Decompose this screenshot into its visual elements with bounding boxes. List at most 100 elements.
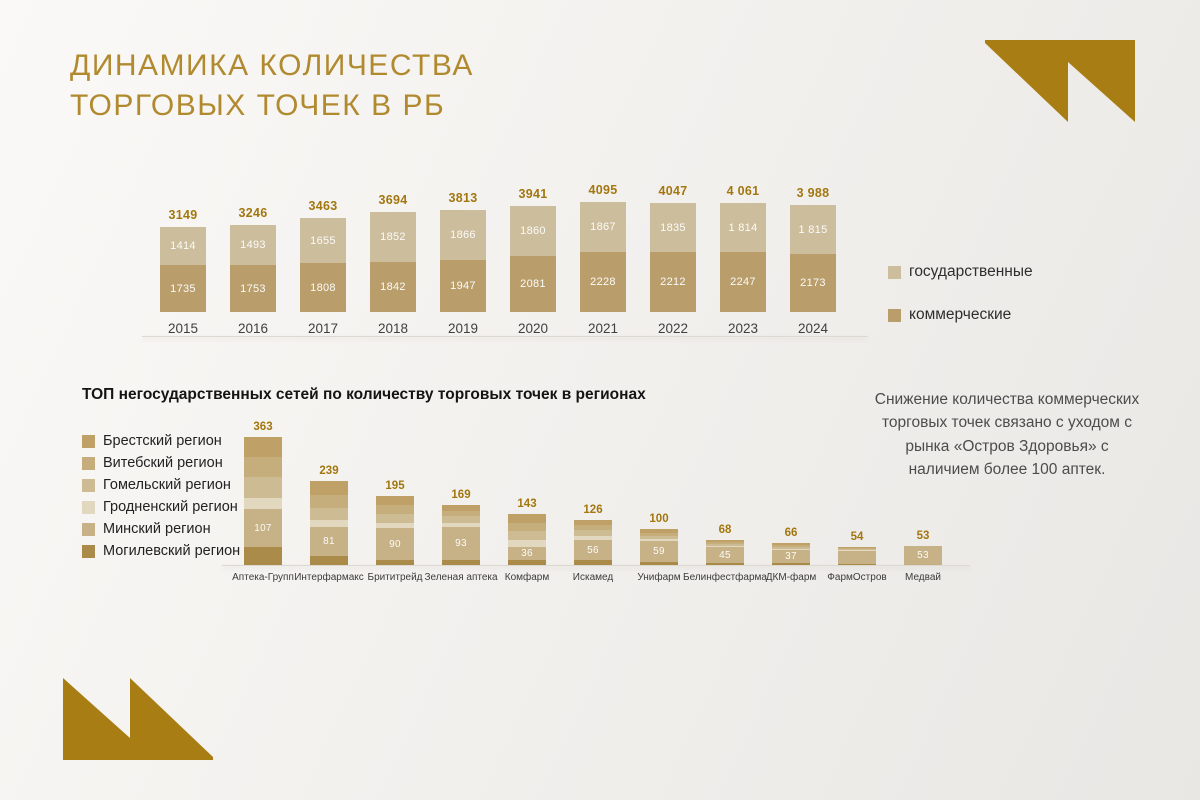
- total-value-label: 4 061: [726, 184, 760, 198]
- legend-item: коммерческие: [888, 306, 1033, 324]
- legend-label: Витебский регион: [103, 455, 223, 471]
- segment-state: 1835: [650, 203, 696, 252]
- year-bar-group: 3941 1860 2081 2020: [510, 171, 556, 336]
- segment-value-label: 1655: [310, 234, 336, 247]
- segment-region: [640, 533, 678, 536]
- segment-value-label: 2173: [800, 277, 826, 289]
- segment-region: [772, 543, 810, 545]
- segment-value-label: 2247: [730, 276, 756, 288]
- segment-value-label: 1860: [520, 225, 546, 237]
- legend-label: Минский регион: [103, 521, 211, 537]
- page-title-line2: ТОРГОВЫХ ТОЧЕК В РБ: [70, 88, 446, 122]
- segment-region: 37: [772, 550, 810, 563]
- stacked-bar: 36: [508, 514, 546, 565]
- segment-state: 1493: [230, 225, 276, 265]
- legend-item: Гродненский регион: [82, 499, 240, 515]
- segment-region: [640, 536, 678, 539]
- segment-commercial: 1753: [230, 265, 276, 312]
- chain-name-label: Медвай: [905, 572, 941, 583]
- segment-region: 56: [574, 540, 612, 560]
- chain-name-label: Аптека-Групп: [232, 572, 294, 583]
- legend-item: государственные: [888, 263, 1033, 281]
- chain-bar-group: 143 36 Комфарм: [505, 404, 550, 598]
- segment-region: [508, 514, 546, 523]
- segment-value-label: 1808: [310, 281, 336, 294]
- segment-region: [442, 516, 480, 523]
- year-label: 2021: [587, 321, 619, 336]
- chain-name-label: Комфарм: [504, 572, 550, 583]
- segment-value-label: 1947: [450, 280, 476, 292]
- note-text: Снижение количества коммерческих торговы…: [874, 391, 1140, 478]
- year-label: 2018: [377, 321, 409, 336]
- segment-value-label: 93: [455, 538, 467, 549]
- legend-label: государственные: [909, 263, 1033, 280]
- legend-swatch: [82, 456, 95, 470]
- segment-region: [640, 529, 678, 533]
- segment-value-label: 90: [389, 538, 401, 550]
- legend-swatch: [82, 522, 95, 536]
- total-value-label: 3941: [518, 187, 548, 201]
- segment-region: [508, 560, 546, 565]
- segment-commercial: 1842: [370, 262, 416, 312]
- year-bar-group: 3463 1655 1808 2017: [300, 171, 346, 336]
- chains-chart: 363 107 Аптека-Групп 239 81 Интерфармакс 195 90…: [228, 404, 968, 598]
- total-value-label: 169: [451, 489, 471, 501]
- segment-region: [376, 505, 414, 514]
- segment-commercial: 1735: [160, 265, 206, 312]
- corner-decoration-top-right: [985, 40, 1135, 122]
- chain-name-label: ФармОстров: [827, 572, 887, 583]
- segment-state: 1866: [440, 210, 486, 260]
- chain-name-label: Унифарм: [637, 572, 681, 583]
- segment-region: 93: [442, 527, 480, 560]
- legend-label: Гродненский регион: [103, 499, 238, 515]
- segment-region: [508, 540, 546, 547]
- year-bar-group: 3149 1414 1735 2015: [160, 171, 206, 336]
- stacked-bar: 90: [376, 496, 414, 565]
- segment-value-label: 1 814: [728, 221, 758, 234]
- corner-decoration-bottom-left: [63, 678, 213, 760]
- stacked-bar: 1493 1753: [230, 225, 276, 312]
- stacked-bar: 45: [706, 540, 744, 565]
- stacked-bar: [838, 547, 876, 565]
- segment-region: [640, 539, 678, 541]
- chain-bar-group: 68 45 Белинфестфарма: [683, 404, 767, 598]
- dynamics-axis-line: [142, 336, 868, 337]
- segment-state: 1867: [580, 202, 626, 252]
- segment-commercial: 2247: [720, 252, 766, 312]
- segment-region: [838, 551, 876, 564]
- legend-item: Гомельский регион: [82, 477, 240, 493]
- segment-region: [640, 562, 678, 565]
- segment-value-label: 1 815: [798, 223, 828, 236]
- segment-region: [442, 523, 480, 527]
- segment-region: [706, 540, 744, 542]
- segment-region: [376, 523, 414, 528]
- total-value-label: 3 988: [796, 186, 830, 200]
- total-value-label: 3463: [308, 199, 338, 213]
- segment-region: [706, 546, 744, 547]
- year-bar-group: 3694 1852 1842 2018: [370, 171, 416, 336]
- segment-commercial: 2173: [790, 254, 836, 312]
- segment-value-label: 53: [917, 550, 929, 561]
- stacked-bar: 93: [442, 505, 480, 565]
- segment-commercial: 2081: [510, 256, 556, 312]
- stacked-bar: 1835 2212: [650, 203, 696, 312]
- stacked-bar: 107: [244, 437, 282, 565]
- segment-region: [706, 563, 744, 565]
- chain-name-label: Брититрейд: [367, 572, 423, 583]
- segment-commercial: 1808: [300, 263, 346, 312]
- segment-region: [442, 505, 480, 511]
- legend-swatch: [888, 308, 901, 322]
- legend-swatch: [82, 544, 95, 558]
- segment-value-label: 81: [323, 536, 335, 547]
- segment-region: [574, 520, 612, 525]
- year-label: 2019: [447, 321, 479, 336]
- segment-value-label: 36: [521, 548, 533, 559]
- chain-bar-group: 54 ФармОстров: [827, 404, 886, 598]
- segment-region: [508, 523, 546, 531]
- segment-value-label: 2212: [660, 276, 686, 288]
- total-value-label: 3246: [238, 206, 268, 220]
- total-value-label: 68: [718, 524, 732, 536]
- legend-label: Гомельский регион: [103, 477, 231, 493]
- segment-region: [574, 525, 612, 530]
